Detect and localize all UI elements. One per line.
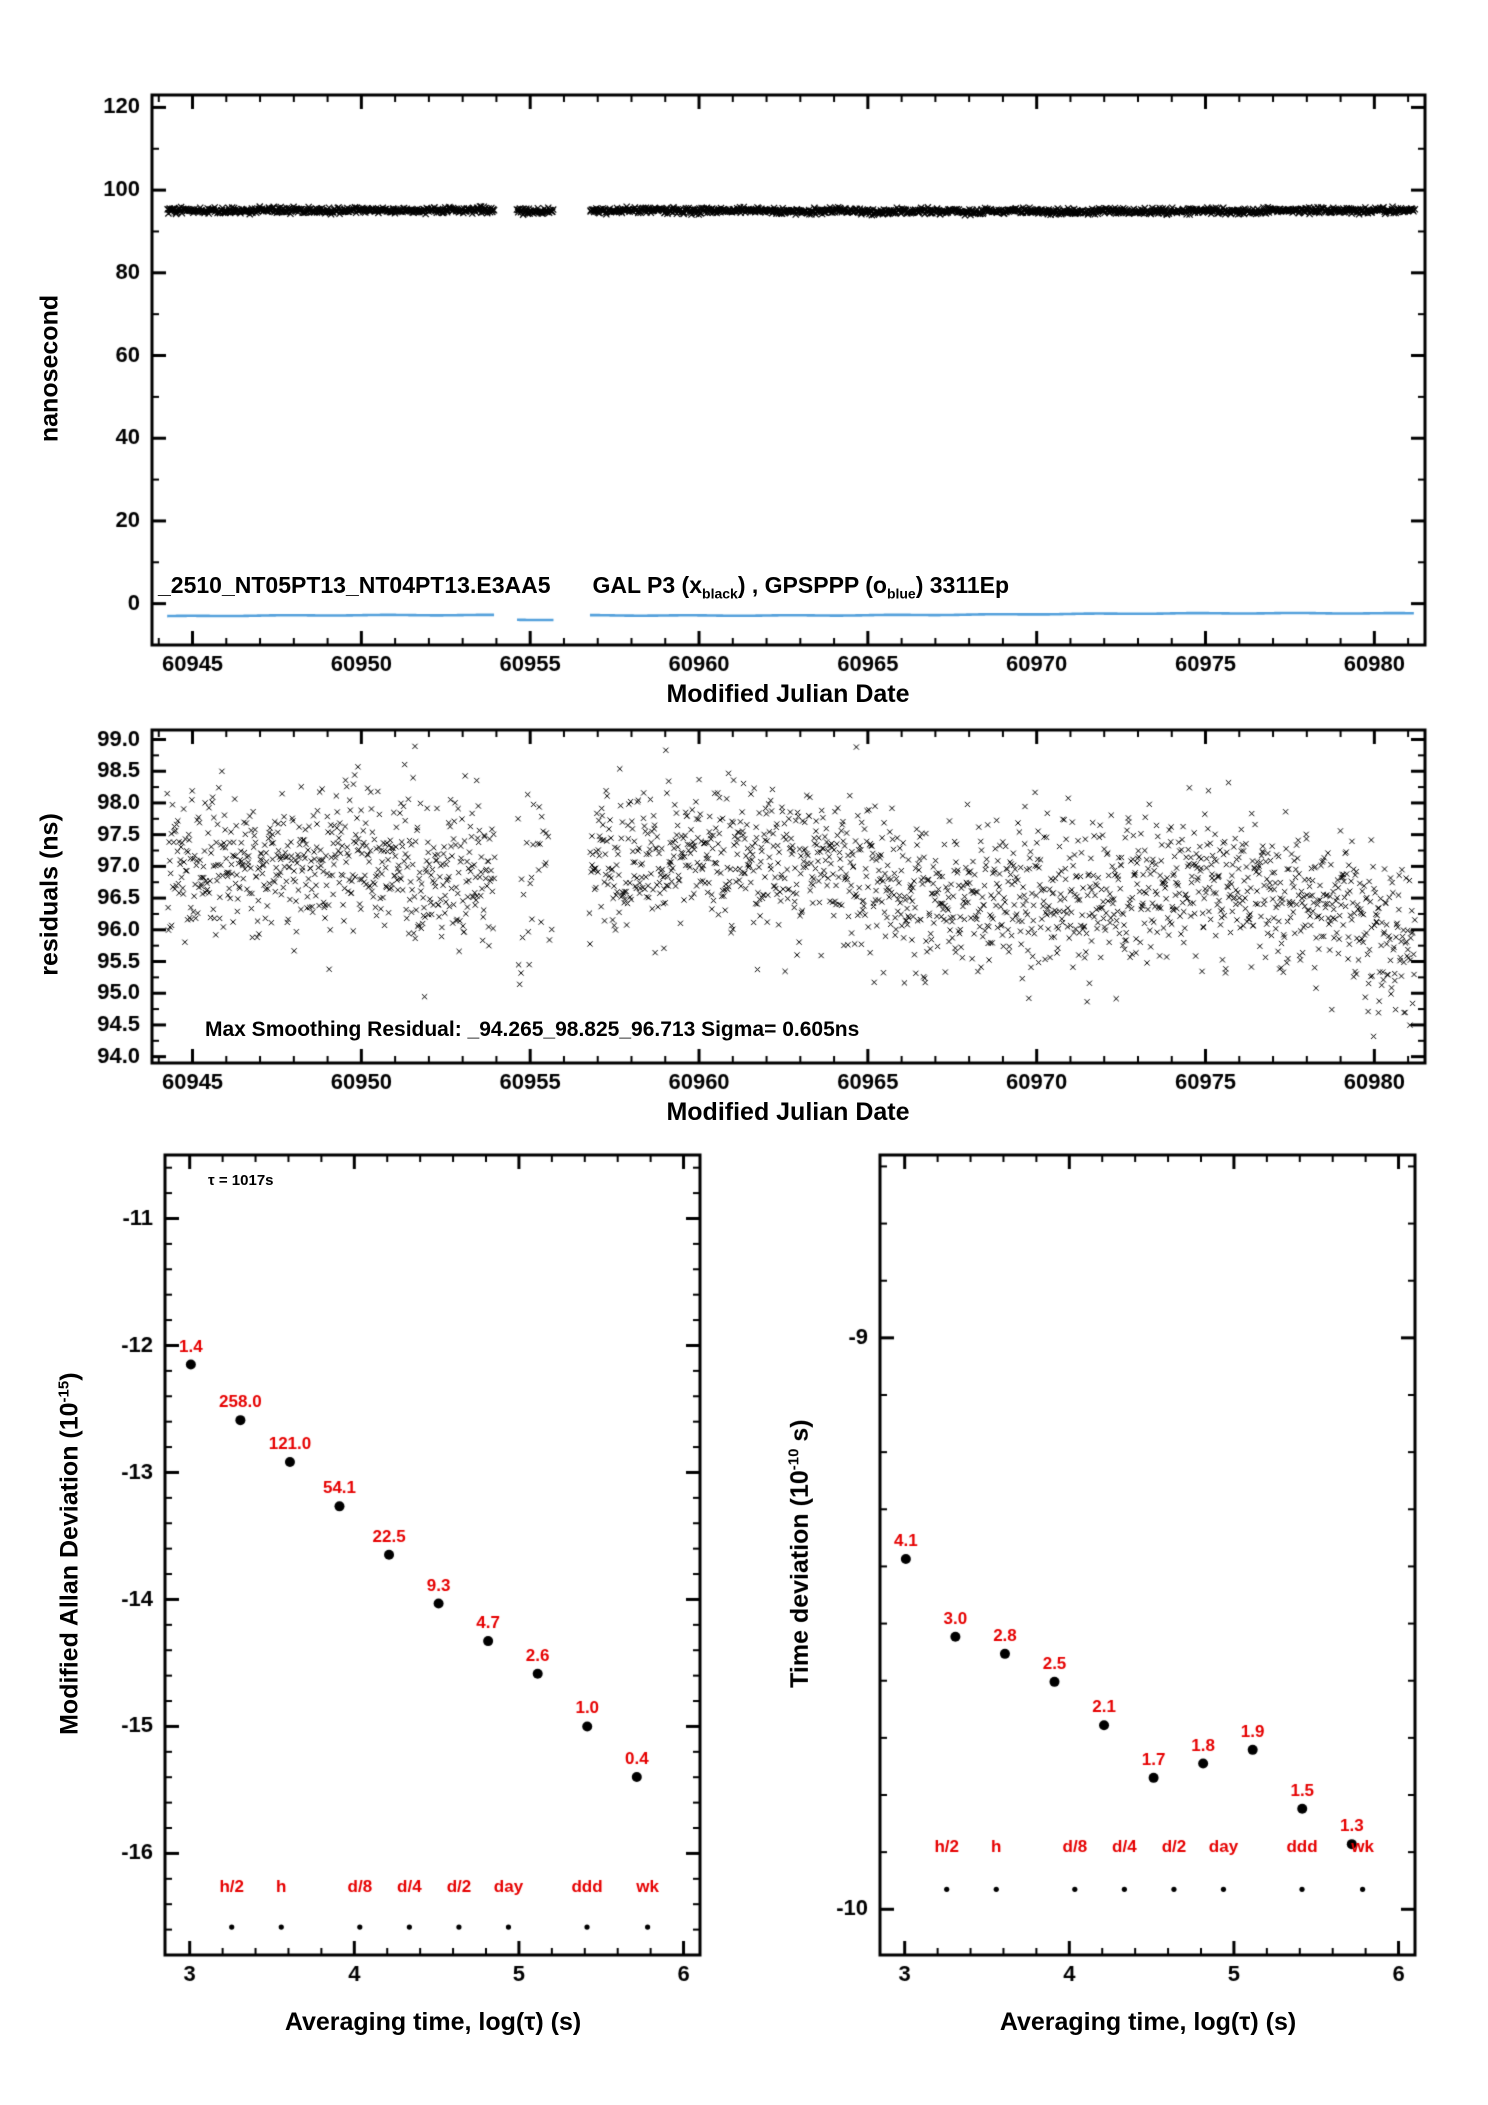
top-title-gps: ) , GPSPPP (o: [737, 572, 887, 598]
top-title-sub-blue: blue: [886, 585, 916, 602]
mdev-y-axis-title-exponent: -15: [55, 1380, 73, 1403]
tdev-x-axis-title: Averaging time, log(τ) (s): [999, 2008, 1297, 2036]
mdev-x-axis-title: Averaging time, log(τ) (s): [284, 2008, 582, 2036]
residuals-y-axis-title: residuals (ns): [35, 813, 64, 976]
max-smoothing-residual-annotation: Max Smoothing Residual: _94.265_98.825_9…: [205, 1018, 860, 1041]
top-title-epochs: ) 3311Ep: [915, 572, 1010, 598]
tau-annotation: τ = 1017s: [208, 1172, 274, 1189]
tdev-y-axis-title-text: Time deviation (10: [785, 1470, 814, 1688]
top-x-axis-title: Modified Julian Date: [666, 680, 910, 708]
mdev-y-axis-title: Modified Allan Deviation (10-15): [55, 1204, 84, 1904]
mdev-y-axis-title-text: Modified Allan Deviation (10: [55, 1402, 84, 1735]
tdev-y-axis-title: Time deviation (10-10 s): [785, 1204, 814, 1904]
top-title-sub-black: black: [702, 585, 738, 602]
residuals-x-axis-title: Modified Julian Date: [666, 1098, 910, 1126]
top-panel-title: _2510_NT05PT13_NT04PT13.E3AA5 GAL P3 (xbl…: [158, 572, 1009, 602]
tdev-y-axis-title-suffix: s): [785, 1419, 814, 1449]
mdev-y-axis-title-suffix: ): [55, 1372, 84, 1381]
top-title-gal: GAL P3 (x: [592, 572, 703, 598]
tdev-y-axis-title-exponent: -10: [785, 1448, 803, 1471]
top-title-id: _2510_NT05PT13_NT04PT13.E3AA5: [158, 572, 551, 598]
